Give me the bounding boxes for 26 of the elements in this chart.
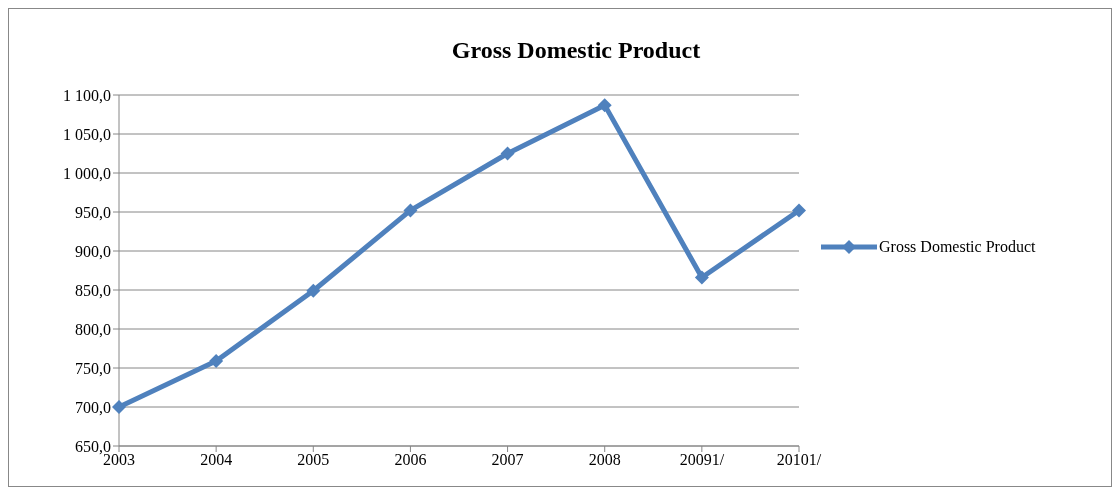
point — [694, 270, 709, 285]
y-tick-label: 900,0 — [75, 242, 111, 260]
y-tick-label: 800,0 — [75, 320, 111, 338]
point — [597, 98, 612, 113]
chart-title: Gross Domestic Product — [450, 37, 702, 64]
y-tick-label: 1 000,0 — [63, 164, 111, 182]
point — [209, 353, 224, 368]
x-tick-label: 20091/ — [679, 451, 725, 469]
point — [403, 203, 418, 218]
point — [500, 146, 515, 161]
legend-label: Gross Domestic Product — [879, 237, 1036, 256]
x-tick-label: 2004 — [200, 451, 233, 469]
point — [792, 203, 806, 218]
y-tick-label: 750,0 — [75, 359, 111, 377]
x-tick-label: 20101/ — [776, 451, 822, 469]
x-tick-label: 2006 — [394, 451, 427, 469]
point — [112, 400, 126, 414]
x-tick-label: 2007 — [491, 451, 524, 469]
x-tick-label: 2005 — [297, 451, 330, 469]
y-tick-label: 1 050,0 — [63, 125, 111, 143]
y-tick-label: 850,0 — [75, 281, 111, 299]
y-tick-label: 950,0 — [75, 203, 111, 221]
y-tick-label: 1 100,0 — [63, 86, 111, 104]
x-tick-label: 2008 — [588, 451, 621, 469]
y-tick-label: 700,0 — [75, 398, 111, 416]
point — [306, 283, 321, 298]
